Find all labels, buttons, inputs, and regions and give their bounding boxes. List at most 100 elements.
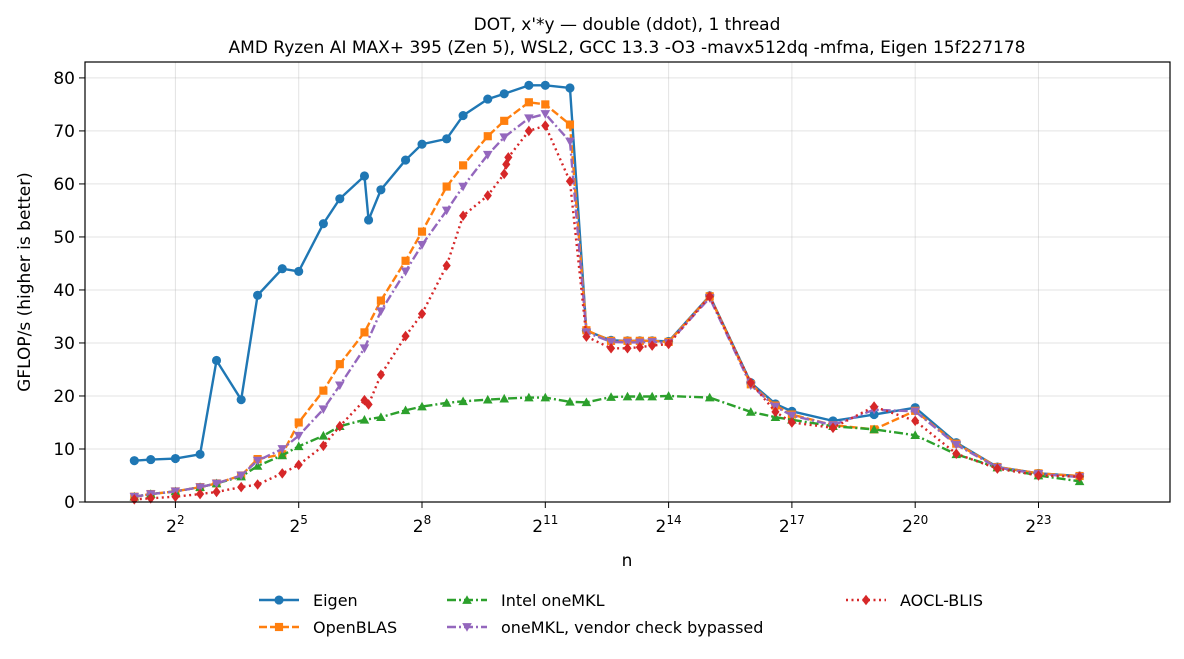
- data-point: [335, 360, 344, 369]
- data-point: [911, 415, 920, 427]
- data-point: [540, 392, 551, 402]
- x-tick-label: 28: [413, 513, 431, 537]
- data-point: [771, 406, 780, 418]
- data-point: [483, 132, 492, 141]
- data-point: [277, 445, 288, 454]
- data-point: [318, 405, 329, 415]
- data-point: [277, 264, 287, 274]
- legend-label: OpenBLAS: [313, 618, 397, 637]
- data-point: [401, 155, 411, 165]
- data-point: [441, 398, 452, 407]
- data-point: [541, 120, 550, 131]
- data-point: [500, 116, 509, 125]
- data-point: [294, 418, 303, 427]
- legend-label: oneMKL, vendor check bypassed: [501, 618, 763, 637]
- data-point: [359, 171, 370, 181]
- data-point: [623, 342, 632, 354]
- data-point: [500, 168, 509, 180]
- data-point: [606, 338, 616, 347]
- data-point: [504, 152, 513, 163]
- data-point: [565, 137, 575, 147]
- chart-subtitle: AMD Ryzen AI MAX+ 395 (Zen 5), WSL2, GCC…: [229, 38, 1026, 58]
- data-point: [293, 431, 304, 441]
- y-tick-label: 70: [53, 122, 75, 142]
- data-point: [195, 483, 205, 492]
- legend-item: AOCL-BLIS: [846, 591, 983, 610]
- data-point: [376, 296, 385, 305]
- data-point: [401, 256, 410, 265]
- data-point: [417, 308, 427, 320]
- x-tick-label: 22: [166, 513, 184, 537]
- data-point: [237, 481, 246, 493]
- data-point: [170, 453, 180, 464]
- y-tick-label: 20: [53, 387, 75, 407]
- x-tick-label: 220: [902, 513, 928, 537]
- data-point: [442, 182, 451, 191]
- y-tick-label: 50: [53, 228, 75, 248]
- legend-item: oneMKL, vendor check bypassed: [447, 618, 763, 637]
- data-point: [524, 98, 533, 107]
- data-point: [459, 161, 468, 170]
- data-point: [648, 340, 657, 351]
- data-point: [458, 182, 468, 192]
- data-point: [335, 420, 344, 432]
- data-point: [211, 355, 222, 366]
- data-point: [663, 391, 674, 400]
- data-point: [664, 338, 673, 350]
- data-point: [359, 415, 370, 424]
- legend-marker: [462, 595, 472, 604]
- data-point: [319, 386, 328, 395]
- data-point: [705, 291, 714, 302]
- legend-item: Eigen: [259, 591, 358, 610]
- series-line: [134, 124, 1080, 501]
- legend-label: AOCL-BLIS: [900, 591, 983, 610]
- legend-marker: [274, 622, 284, 632]
- data-point: [253, 479, 262, 490]
- series-group: [129, 80, 1085, 505]
- data-point: [482, 394, 493, 404]
- legend-marker: [462, 623, 472, 632]
- data-point: [294, 266, 304, 276]
- data-point: [870, 401, 879, 412]
- data-point: [401, 330, 410, 342]
- data-point: [417, 401, 427, 411]
- data-point: [541, 100, 550, 109]
- x-tick-label: 211: [532, 513, 558, 537]
- data-point: [540, 110, 551, 119]
- data-point: [482, 150, 493, 160]
- data-point: [869, 424, 879, 434]
- data-point: [376, 412, 386, 422]
- series-onemkl-vendor-check-bypassed: [129, 110, 1085, 502]
- data-point: [910, 407, 920, 417]
- plot-frame: [84, 61, 1171, 503]
- data-point: [278, 468, 287, 479]
- y-tick-label: 60: [53, 175, 75, 195]
- x-tick-label: 214: [656, 513, 682, 537]
- data-point: [565, 397, 575, 406]
- data-point: [319, 440, 328, 452]
- data-point: [376, 185, 386, 195]
- data-point: [524, 80, 534, 90]
- y-axis-label: GFLOP/s (higher is better): [15, 172, 35, 392]
- data-point: [606, 392, 616, 401]
- data-point: [635, 341, 644, 353]
- series-line: [134, 394, 1080, 498]
- data-point: [746, 377, 755, 389]
- data-point: [236, 395, 246, 405]
- y-tick-label: 10: [53, 440, 75, 460]
- data-point: [212, 486, 221, 498]
- data-point: [294, 459, 303, 471]
- data-point: [195, 488, 205, 500]
- data-point: [582, 331, 591, 342]
- data-point: [524, 114, 534, 123]
- data-point: [293, 441, 304, 451]
- data-point: [787, 417, 796, 428]
- legend-item: Intel oneMKL: [447, 591, 605, 610]
- data-point: [277, 450, 288, 460]
- data-point: [376, 369, 385, 381]
- data-point: [318, 430, 329, 440]
- series-line: [134, 84, 1080, 478]
- y-tick-label: 30: [53, 334, 75, 354]
- data-point: [458, 396, 468, 406]
